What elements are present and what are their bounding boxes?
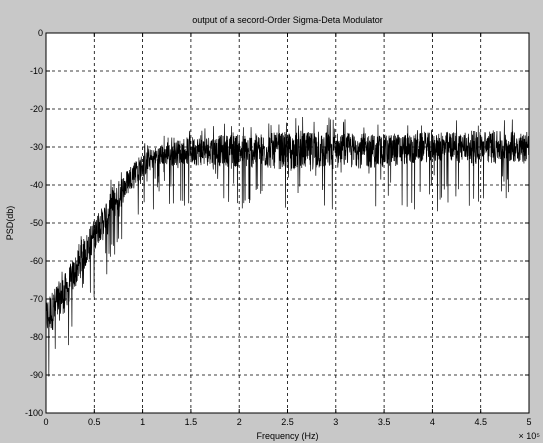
- x-axis-multiplier: × 10⁵: [519, 431, 541, 441]
- x-tick-label: 1: [140, 417, 145, 427]
- y-tick-label: -10: [30, 66, 43, 76]
- psd-trace: [45, 116, 530, 377]
- y-tick-label: -90: [30, 370, 43, 380]
- x-tick-label: 4.5: [474, 417, 487, 427]
- data-series: [45, 116, 530, 377]
- x-tick-label: 2: [237, 417, 242, 427]
- x-tick-label: 2.5: [281, 417, 294, 427]
- y-tick-label: -70: [30, 294, 43, 304]
- y-tick-label: -50: [30, 218, 43, 228]
- x-tick-label: 1.5: [185, 417, 198, 427]
- x-tick-label: 0.5: [88, 417, 101, 427]
- y-tick-label: -100: [25, 408, 43, 418]
- y-tick-label: -40: [30, 180, 43, 190]
- chart-title: output of a secord-Order Sigma-Deta Modu…: [192, 15, 383, 25]
- y-tick-label: -20: [30, 104, 43, 114]
- axis-ticks: 0 0.5 1 1.5 2 2.5 3 3.5 4 4.5 5 0 -10 -20 -30 -40 -50 -60…: [25, 28, 532, 427]
- x-tick-label: 3: [333, 417, 338, 427]
- y-tick-label: 0: [38, 28, 43, 38]
- y-axis-title: PSD(db): [5, 206, 15, 241]
- x-tick-label: 3.5: [378, 417, 391, 427]
- x-axis-title: Frequency (Hz): [256, 431, 318, 441]
- y-tick-label: -30: [30, 142, 43, 152]
- x-tick-label: 0: [43, 417, 48, 427]
- x-tick-label: 5: [526, 417, 531, 427]
- y-tick-label: -80: [30, 332, 43, 342]
- y-tick-label: -60: [30, 256, 43, 266]
- x-tick-label: 4: [430, 417, 435, 427]
